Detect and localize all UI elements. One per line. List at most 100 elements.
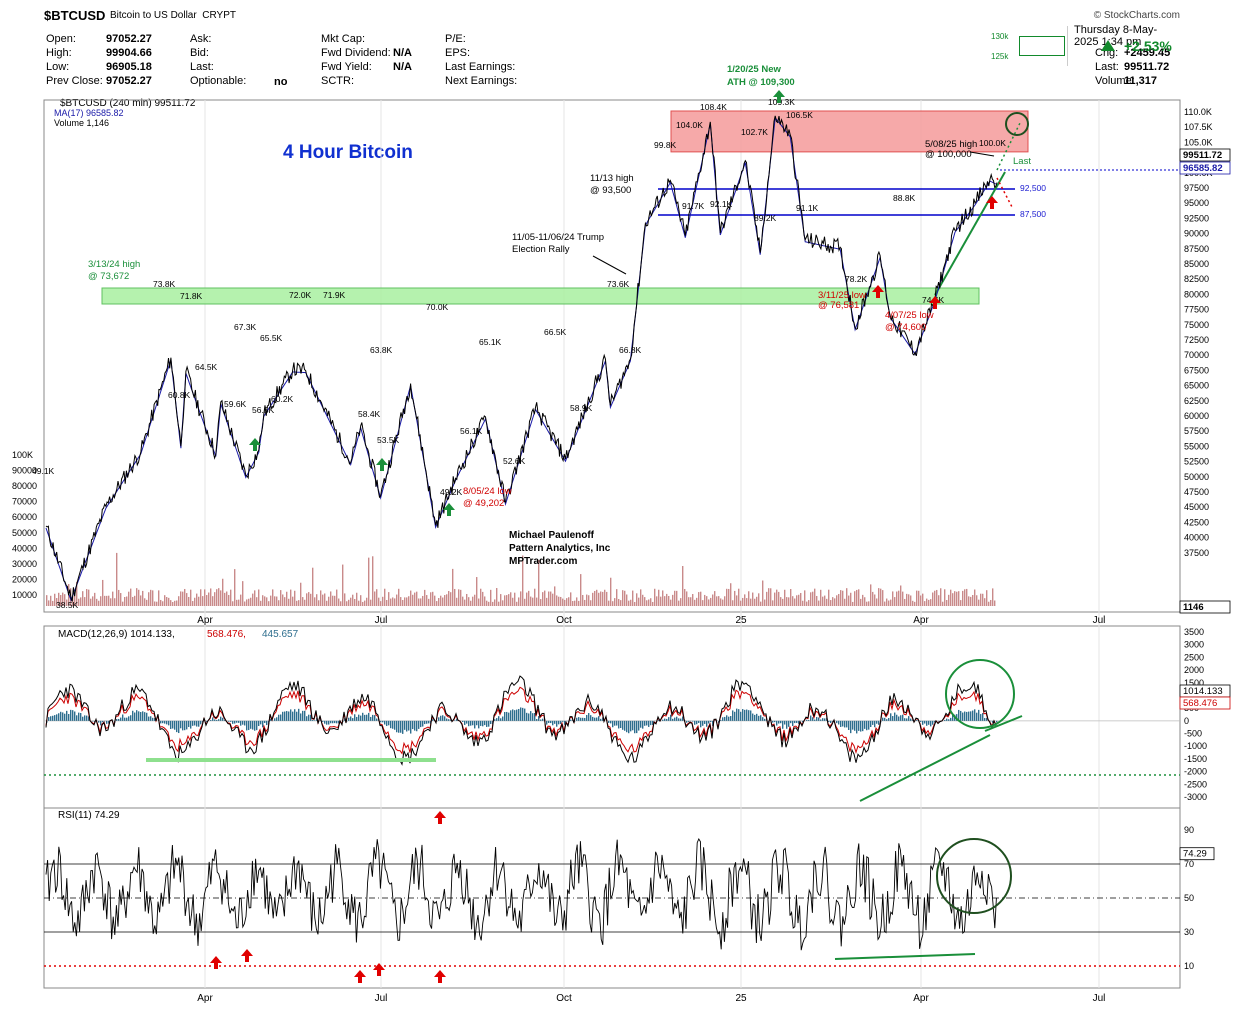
volume-bar — [308, 592, 310, 606]
volume-bar — [242, 581, 244, 606]
volume-bar — [640, 589, 642, 606]
macd-histogram-bar — [172, 720, 174, 729]
macd-histogram-bar — [270, 718, 272, 721]
volume-bar — [658, 589, 660, 606]
rsi-tick-label: 70 — [1184, 859, 1194, 869]
macd-histogram-bar — [252, 720, 254, 730]
macd-histogram-bar — [276, 717, 278, 721]
volume-bar — [858, 589, 860, 606]
macd-tick-label: -3000 — [1184, 792, 1207, 802]
macd-histogram-bar — [152, 717, 154, 721]
macd-histogram-bar — [56, 714, 58, 721]
point-label: 65.5K — [260, 333, 283, 343]
volume-bar — [824, 595, 826, 606]
macd-histogram-bar — [900, 715, 902, 721]
point-label: 58.9K — [570, 403, 593, 413]
volume-bar — [722, 599, 724, 606]
macd-tick-label: -2500 — [1184, 779, 1207, 789]
fund-label-2: EPS: — [445, 47, 471, 59]
macd-histogram-bar — [878, 720, 880, 725]
volume-bar — [748, 591, 750, 606]
macd-histogram-bar — [186, 720, 188, 730]
mini-box — [1019, 36, 1065, 56]
volume-tick-label: 90000 — [12, 466, 37, 476]
fund-label: Mkt Cap: — [321, 33, 366, 45]
macd-histogram-bar — [64, 713, 66, 721]
volume-bar — [432, 591, 434, 606]
macd-histogram-bar — [70, 709, 72, 721]
volume-bar — [140, 595, 142, 606]
volume-bar — [672, 594, 674, 606]
macd-histogram-bar — [344, 718, 346, 721]
price-tag: 1146 — [1183, 602, 1204, 613]
ma-legend: MA(17) 96585.82 — [54, 108, 124, 118]
volume-bar — [412, 594, 414, 606]
volume-bar — [334, 595, 336, 606]
macd-histogram-bar — [394, 720, 396, 730]
volume-bar — [218, 588, 220, 606]
volume-bar — [478, 598, 480, 606]
macd-trendline-2 — [984, 715, 1023, 732]
macd-histogram-bar — [216, 719, 218, 721]
volume-bar — [228, 594, 230, 606]
volume-bar — [530, 596, 532, 606]
volume-bar — [708, 599, 710, 606]
volume-bar — [596, 589, 598, 606]
volume-bar — [610, 577, 612, 606]
volume-bar — [702, 600, 704, 606]
macd-histogram-bar — [502, 716, 504, 721]
macd-histogram-bar — [422, 720, 424, 727]
macd-histogram-bar — [166, 720, 168, 725]
macd-histogram-bar — [974, 709, 976, 721]
macd-histogram-bar — [530, 711, 532, 721]
macd-histogram-bar — [48, 717, 50, 721]
volume-bar — [632, 590, 634, 606]
annotation-pointer — [969, 151, 995, 157]
volume-bar — [266, 597, 268, 606]
macd-histogram-bar — [170, 720, 172, 729]
price-tick-label: 45000 — [1184, 502, 1209, 512]
macd-histogram-bar — [308, 714, 310, 721]
volume-bar — [908, 594, 910, 606]
macd-histogram-bar — [992, 720, 994, 723]
volume-bar — [832, 597, 834, 606]
macd-histogram-bar — [790, 720, 792, 724]
macd-histogram-bar — [160, 720, 162, 724]
volume-bar — [164, 595, 166, 606]
macd-histogram-bar — [444, 716, 446, 721]
macd-histogram-bar — [916, 720, 918, 721]
point-label: 72.0K — [289, 290, 312, 300]
volume-bar — [746, 598, 748, 606]
volume-bar — [192, 601, 194, 606]
macd-histogram-bar — [672, 718, 674, 721]
volume-bar — [236, 599, 238, 606]
volume-bar — [634, 601, 636, 606]
volume-bar — [690, 597, 692, 606]
volume-bar — [440, 595, 442, 606]
macd-histogram-bar — [438, 717, 440, 721]
volume-bar — [312, 567, 314, 606]
volume-bar — [66, 599, 68, 606]
quote-value: 99904.66 — [106, 47, 152, 59]
macd-histogram-bar — [692, 720, 694, 722]
volume-bar — [668, 595, 670, 606]
macd-histogram-bar — [82, 716, 84, 721]
volume-bar — [336, 589, 338, 606]
volume-bar — [398, 588, 400, 606]
point-label: 49.2K — [440, 487, 463, 497]
point-label: 71.8K — [180, 291, 203, 301]
volume-bar — [766, 591, 768, 606]
macd-histogram-bar — [418, 720, 420, 729]
price-tick-label: 52500 — [1184, 457, 1209, 467]
brand[interactable]: © StockCharts.com — [1093, 10, 1180, 21]
volume-bar — [330, 591, 332, 606]
volume-bar — [990, 599, 992, 606]
volume-bar — [358, 600, 360, 606]
volume-bar — [86, 589, 88, 606]
price-tick-label: 90000 — [1184, 229, 1209, 239]
macd-histogram-bar — [938, 720, 940, 722]
volume-bar — [514, 592, 516, 606]
macd-histogram-bar — [474, 720, 476, 729]
macd-histogram-bar — [836, 720, 838, 724]
time-tick-label-bottom: Jul — [375, 993, 388, 1004]
